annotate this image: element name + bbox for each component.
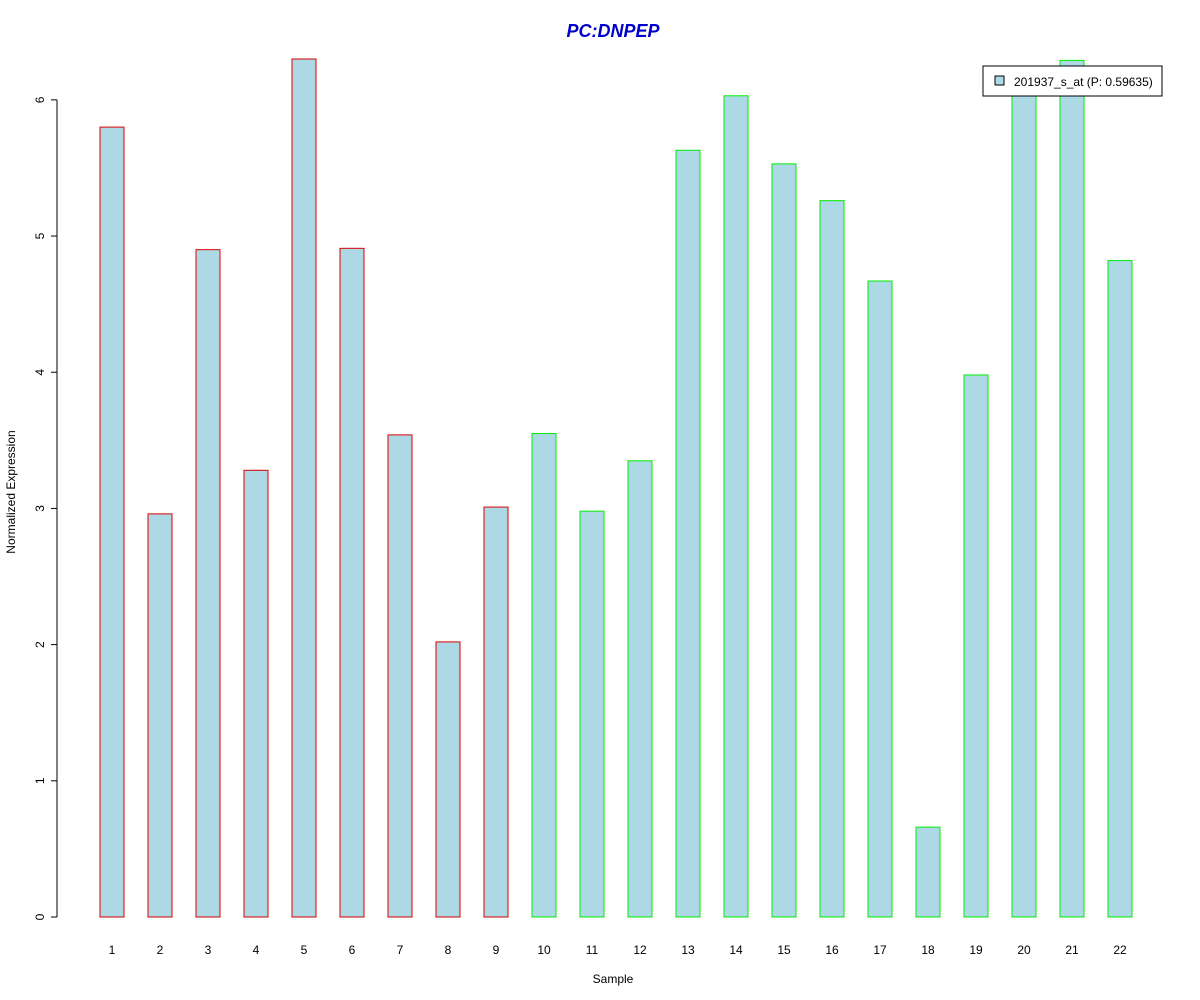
legend-box	[982, 65, 1163, 97]
bar-sample-6	[339, 247, 365, 918]
x-tick-label: 12	[633, 943, 647, 957]
bar-sample-13	[675, 149, 701, 918]
x-axis-title: Sample	[593, 972, 634, 986]
x-tick-label: 14	[729, 943, 743, 957]
x-tick-label: 13	[681, 943, 695, 957]
x-tick-label: 9	[493, 943, 500, 957]
legend-label: 201937_s_at (P: 0.59635)	[1014, 75, 1153, 89]
x-tick-label: 5	[301, 943, 308, 957]
bar-sample-19	[963, 374, 989, 918]
bar-sample-14	[723, 95, 749, 918]
x-tick-label: 10	[537, 943, 551, 957]
x-tick-label: 7	[397, 943, 404, 957]
bar-sample-21	[1059, 59, 1085, 918]
y-tick-label: 5	[33, 232, 47, 239]
bar-sample-5	[291, 58, 317, 918]
bar-sample-17	[867, 280, 893, 918]
y-tick-label: 6	[33, 96, 47, 103]
x-tick-label: 15	[777, 943, 791, 957]
x-tick-label: 18	[921, 943, 935, 957]
bar-sample-8	[435, 641, 461, 918]
bar-sample-11	[579, 510, 605, 918]
bar-sample-9	[483, 506, 509, 918]
y-tick-label: 2	[33, 641, 47, 648]
bar-sample-7	[387, 434, 413, 918]
bar-sample-4	[243, 469, 269, 918]
bar-sample-1	[99, 126, 125, 918]
y-tick-label: 0	[33, 913, 47, 920]
x-tick-label: 22	[1113, 943, 1127, 957]
bar-sample-12	[627, 460, 653, 918]
bar-sample-2	[147, 513, 173, 918]
bar-sample-22	[1107, 260, 1133, 918]
bar-sample-20	[1011, 85, 1037, 918]
y-axis: 0 1 2 3 4 5 6	[33, 96, 58, 920]
bar-sample-10	[531, 433, 557, 918]
x-tick-label: 11	[586, 943, 599, 957]
x-tick-label: 8	[445, 943, 452, 957]
x-tick-label: 17	[873, 943, 887, 957]
x-tick-label: 16	[825, 943, 839, 957]
bars	[99, 58, 1133, 918]
x-tick-label: 20	[1017, 943, 1031, 957]
x-tick-label: 4	[253, 943, 260, 957]
y-axis-title: Normalized Expression	[4, 430, 18, 553]
y-tick-label: 1	[33, 777, 47, 784]
x-tick-label: 1	[109, 943, 116, 957]
y-tick-label: 3	[33, 505, 47, 512]
bar-sample-3	[195, 249, 221, 918]
y-tick-label: 4	[33, 369, 47, 376]
bar-sample-18	[915, 826, 941, 918]
x-tick-label: 19	[969, 943, 983, 957]
bar-sample-15	[771, 163, 797, 918]
x-tick-label: 3	[205, 943, 212, 957]
legend: 201937_s_at (P: 0.59635)	[982, 65, 1163, 97]
x-tick-label: 21	[1065, 943, 1079, 957]
legend-swatch	[994, 75, 1005, 86]
chart-title: PC:DNPEP	[566, 21, 660, 41]
x-tick-label: 6	[349, 943, 356, 957]
x-tick-label: 2	[157, 943, 164, 957]
x-tick-labels: 1 2 3 4 5 6 7 8 9 10 11 12 13 14 15 16 17 18 19 20 21 22	[109, 943, 1127, 957]
bar-sample-16	[819, 200, 845, 918]
